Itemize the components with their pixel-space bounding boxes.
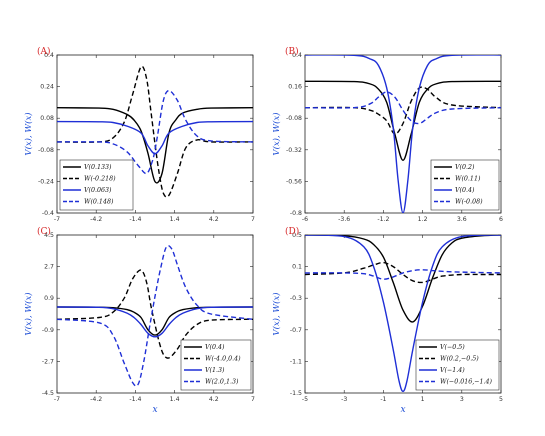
x-tick-label: -6 [302,216,308,223]
y-tick-label: 0.1 [292,264,302,271]
series-line-4 [305,269,501,280]
series-line-1 [57,306,253,336]
y-tick-label: 4.5 [44,232,54,239]
y-tick-label: 0.4 [44,52,54,59]
plot-frame [304,234,502,394]
series-line-3 [305,55,501,213]
series-line-4 [57,89,253,175]
y-tick-label: -0.08 [286,115,302,122]
x-tick-label: -1.4 [129,396,141,403]
plot-frame [56,54,254,214]
series-line-2 [305,261,501,284]
y-axis-label: V(x), W(x) [271,112,282,155]
y-axis-label: V(x), W(x) [271,292,282,335]
x-tick-label: -5 [302,396,308,403]
y-tick-label: -2.7 [42,358,54,365]
legend-entry: V(0.4) [455,187,475,194]
legend-entry: W(0.148) [84,199,114,206]
y-tick-label: -0.24 [38,178,54,185]
y-tick-label: 0.9 [44,295,54,302]
y-tick-label: -0.7 [290,327,302,334]
panel-label: (B) [285,46,299,57]
x-tick-label: 1.2 [418,216,428,223]
legend-entry: V(1.3) [205,367,225,374]
panel-2: -6 -3.6 -1.2 1.2 3.6 6 -0.8 -0.56 -0.32 -0.08 0.16… [271,46,503,223]
x-tick-label: 4.2 [209,396,219,403]
panel-label: (C) [37,226,51,237]
y-tick-label: 0.08 [40,115,54,122]
legend-entry: V(0.063) [84,187,112,194]
x-tick-label: 1.4 [170,396,180,403]
x-tick-label: 3.6 [457,216,467,223]
y-tick-label: -4.5 [42,390,54,397]
x-tick-label: -7 [54,396,60,403]
x-tick-label: -4.2 [90,216,102,223]
y-tick-label: -1.1 [290,358,302,365]
y-tick-label: 0.24 [40,84,54,91]
x-axis-label: x [152,405,157,415]
series-line-1 [57,107,253,184]
y-tick-label: -0.9 [42,327,54,334]
series-line-3 [305,235,501,393]
legend-entry: W(-4.0,0.4) [205,356,241,363]
legend-entry: W(−0.016,−1.4) [440,379,493,386]
panel-4: -5 -3 -1 1 3 5 -1.5 -1.1 -0.7 -0.3 0.1 0.5(D) V(x), … [271,226,503,415]
legend-entry: V(−1.4) [440,367,465,374]
legend-entry: W(-0.08) [455,199,483,206]
legend-entry: W(0.11) [455,176,481,183]
series-line-3 [57,306,253,338]
y-tick-label: 0.5 [292,232,302,239]
y-axis-label: V(x), W(x) [23,112,34,155]
x-tick-label: 7 [251,216,255,223]
y-tick-label: -0.3 [290,295,302,302]
y-tick-label: -0.08 [38,147,54,154]
panel-1: -7 -4.2 -1.4 1.4 4.2 7 -0.4 -0.24 -0.08 0.08 0.24 0… [23,46,255,223]
x-tick-label: 6 [499,216,503,223]
legend-entry: V(−0.5) [440,344,465,351]
y-tick-label: -0.8 [290,210,302,217]
y-tick-label: -0.4 [42,210,54,217]
x-tick-label: -3.6 [338,216,350,223]
legend-box [415,339,500,391]
x-tick-label: 1 [421,396,425,403]
legend-entry: W(-0.218) [84,176,116,183]
legend-entry: V(0.4) [205,344,225,351]
y-tick-label: 0.16 [288,84,302,91]
x-tick-label: 4.2 [209,216,219,223]
legend-entry: W(0.2,−0.5) [440,356,479,363]
x-tick-label: 5 [499,396,503,403]
x-tick-label: 1.4 [170,216,180,223]
legend-entry: W(2.0,1.3) [205,379,239,386]
plot-frame [56,234,254,394]
legend-entry: V(0.2) [455,164,475,171]
x-tick-label: 7 [251,396,255,403]
series-line-2 [57,65,253,198]
x-axis-label: x [400,405,405,415]
panel-label: (A) [37,46,51,57]
x-tick-label: 3 [460,396,464,403]
series-line-4 [305,91,501,125]
legend-entry: V(0.133) [84,164,112,171]
series-line-3 [57,120,253,155]
series-line-1 [305,235,501,323]
x-tick-label: -4.2 [90,396,102,403]
x-tick-label: -1.4 [129,216,141,223]
y-axis-label: V(x), W(x) [23,292,34,335]
x-tick-label: -7 [54,216,60,223]
y-tick-label: 0.4 [292,52,302,59]
y-tick-label: -0.32 [286,147,302,154]
y-tick-label: -1.5 [290,390,302,397]
series-line-1 [305,80,501,162]
panel-3: -7 -4.2 -1.4 1.4 4.2 7 -4.5 -2.7 -0.9 0.9 2.7 4.5(C… [23,226,255,415]
series-line-2 [305,86,501,135]
x-tick-label: -1 [380,396,386,403]
x-tick-label: -1.2 [377,216,389,223]
y-tick-label: -0.56 [286,178,302,185]
x-tick-label: -3 [341,396,347,403]
panel-label: (D) [285,226,299,237]
y-tick-label: 2.7 [44,264,54,271]
series-line-4 [57,244,253,387]
